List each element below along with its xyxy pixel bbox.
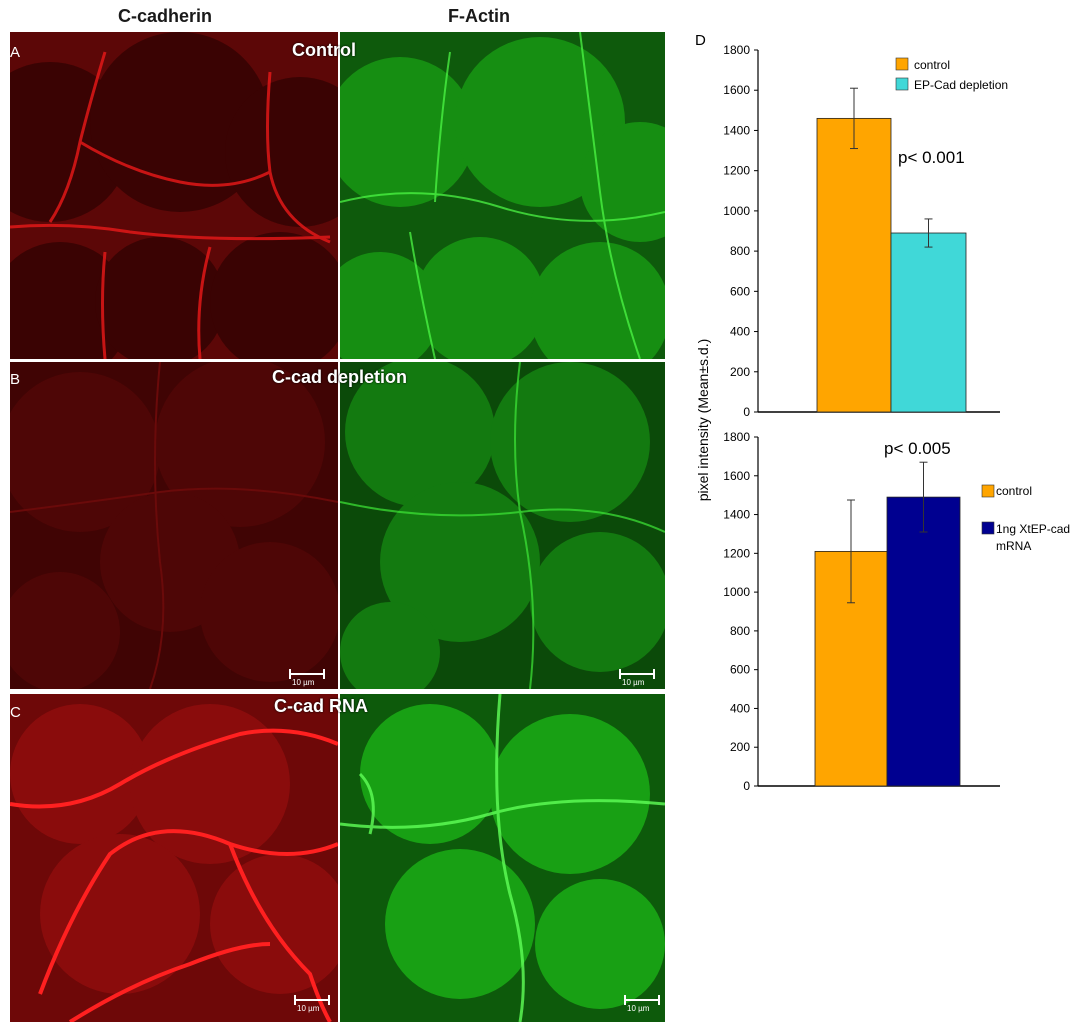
micrograph-green-a	[340, 32, 665, 359]
scalebar-label: 10 µm	[622, 678, 645, 687]
bar-ep-cad-depletion	[890, 232, 967, 413]
y-tick-label: 1600	[723, 469, 750, 483]
micrograph-green-b	[340, 362, 665, 689]
y-tick-label: 600	[730, 284, 750, 298]
y-tick-label: 800	[730, 244, 750, 258]
y-tick-label: 1200	[723, 546, 750, 560]
row-letter-b: B	[10, 371, 21, 388]
y-tick-label: 400	[730, 325, 750, 339]
y-tick-label: 200	[730, 740, 750, 754]
micrograph-red-a	[10, 32, 338, 359]
y-tick-label: 1200	[723, 164, 750, 178]
y-tick-label: 1400	[723, 123, 750, 137]
row-letter-c: C	[10, 704, 21, 721]
y-tick-label: 200	[730, 365, 750, 379]
legend-swatch	[981, 484, 995, 498]
scalebar-label: 10 µm	[292, 678, 315, 687]
panel-letter-d: D	[695, 32, 706, 49]
condition-label-b: C-cad depletion	[272, 367, 408, 387]
micrograph-green-c-image	[340, 694, 665, 1022]
legend-label: EP-Cad depletion	[914, 78, 1008, 92]
column-header-f-actin: F-Actin	[448, 6, 510, 26]
legend-label: 1ng XtEP-cad	[996, 522, 1070, 536]
legend-label: mRNA	[996, 539, 1031, 553]
y-tick-label: 1800	[723, 430, 750, 444]
micrograph-green-c	[340, 694, 665, 1022]
bar-1ng-xtep-cad-mrna	[886, 496, 961, 787]
scalebar-label: 10 µm	[627, 1004, 650, 1013]
micrograph-red-a-image	[10, 32, 338, 359]
micrograph-red-b	[10, 362, 338, 689]
micrograph-red-b-image	[10, 362, 338, 689]
y-tick-label: 0	[743, 779, 750, 793]
micrograph-green-a-image	[340, 32, 665, 359]
y-tick-label: 1800	[723, 43, 750, 57]
y-tick-label: 1000	[723, 204, 750, 218]
legend-label: control	[914, 58, 950, 72]
micrograph-red-c-image	[10, 694, 338, 1022]
scalebar-label: 10 µm	[297, 1004, 320, 1013]
y-tick-label: 800	[730, 624, 750, 638]
y-tick-label: 1400	[723, 508, 750, 522]
y-tick-label: 400	[730, 701, 750, 715]
p-value-annotation: p< 0.005	[884, 439, 951, 458]
condition-label-a: Control	[292, 40, 356, 60]
legend-swatch	[895, 77, 909, 91]
micrograph-green-b-image	[340, 362, 665, 689]
y-tick-label: 0	[743, 405, 750, 419]
y-tick-label: 1600	[723, 83, 750, 97]
bar-control	[816, 117, 892, 413]
condition-label-c: C-cad RNA	[274, 696, 369, 716]
y-tick-label: 600	[730, 663, 750, 677]
legend-label: control	[996, 484, 1032, 498]
micrograph-red-c	[10, 694, 338, 1022]
legend-swatch	[895, 57, 909, 71]
legend-swatch	[981, 521, 995, 535]
row-letter-a: A	[10, 44, 21, 61]
y-tick-label: 1000	[723, 585, 750, 599]
column-header-c-cadherin: C-cadherin	[118, 6, 213, 26]
p-value-annotation: p< 0.001	[898, 148, 965, 167]
y-axis-label: pixel intensity (Mean±s.d.)	[695, 339, 711, 502]
